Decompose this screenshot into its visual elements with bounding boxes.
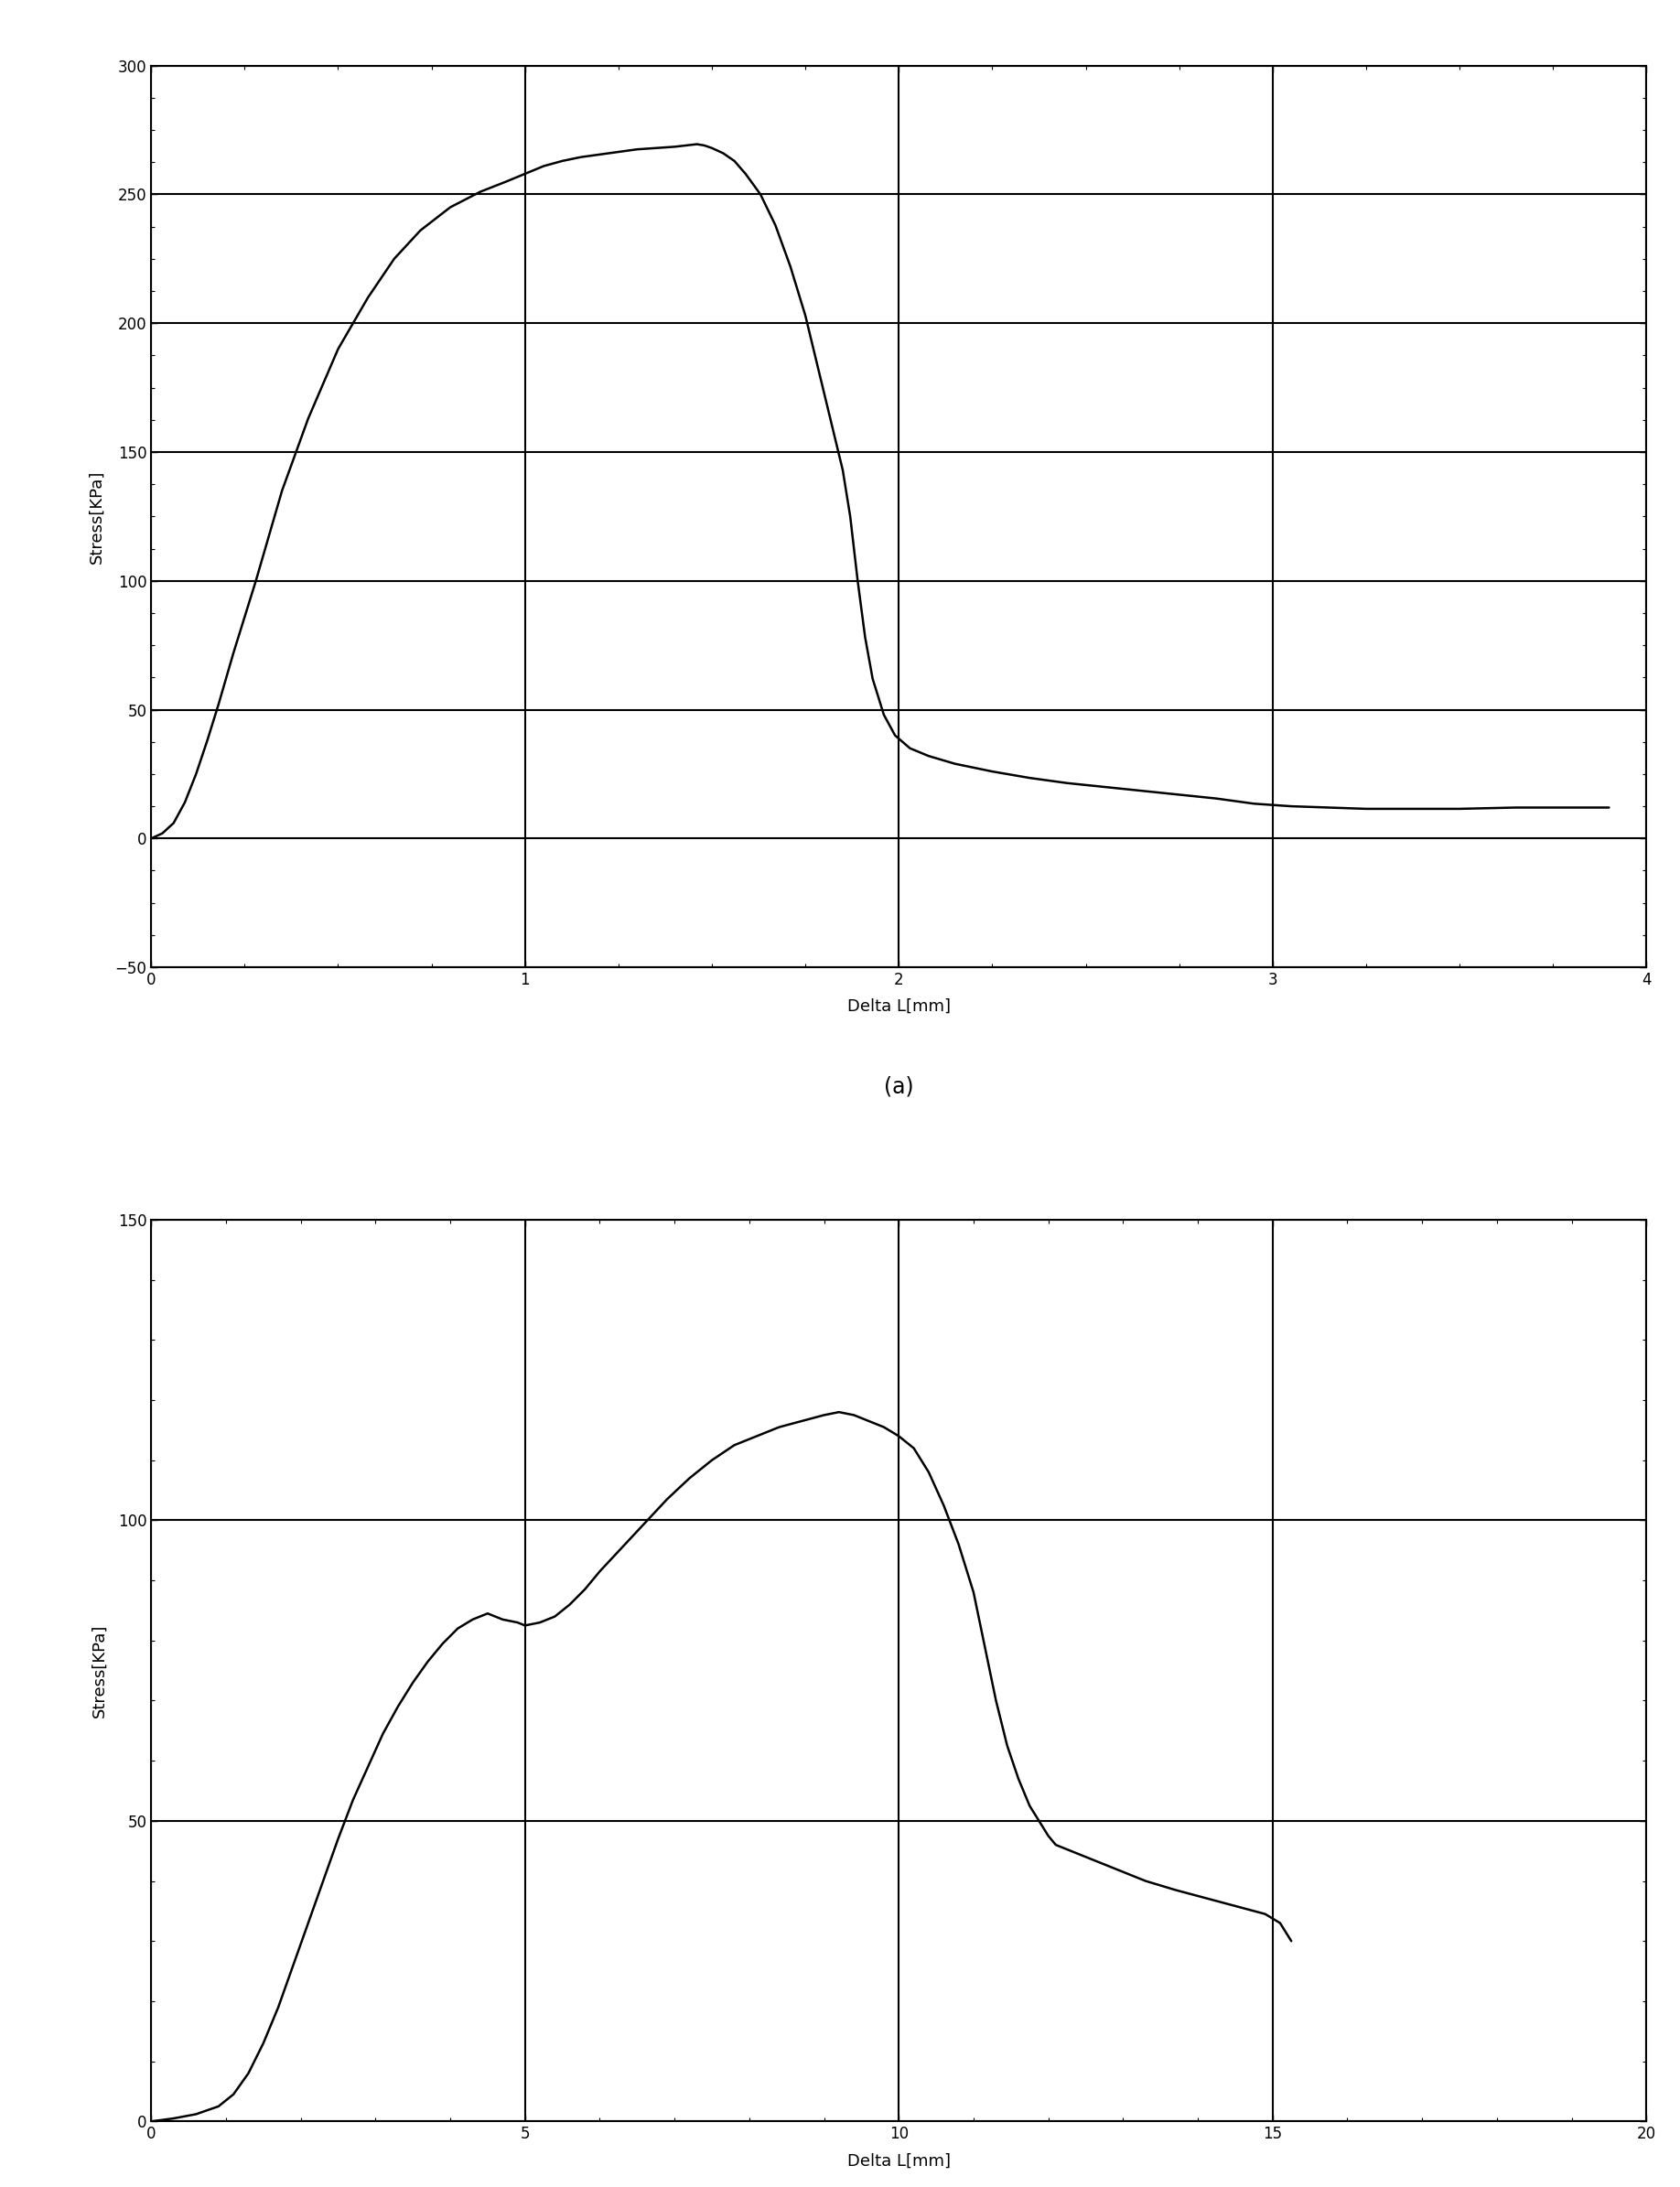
Y-axis label: Stress[KPa]: Stress[KPa] bbox=[91, 1623, 108, 1717]
Text: (a): (a) bbox=[884, 1076, 914, 1098]
X-axis label: Delta L[mm]: Delta L[mm] bbox=[847, 997, 951, 1015]
Y-axis label: Stress[KPa]: Stress[KPa] bbox=[89, 470, 104, 564]
X-axis label: Delta L[mm]: Delta L[mm] bbox=[847, 2152, 951, 2170]
